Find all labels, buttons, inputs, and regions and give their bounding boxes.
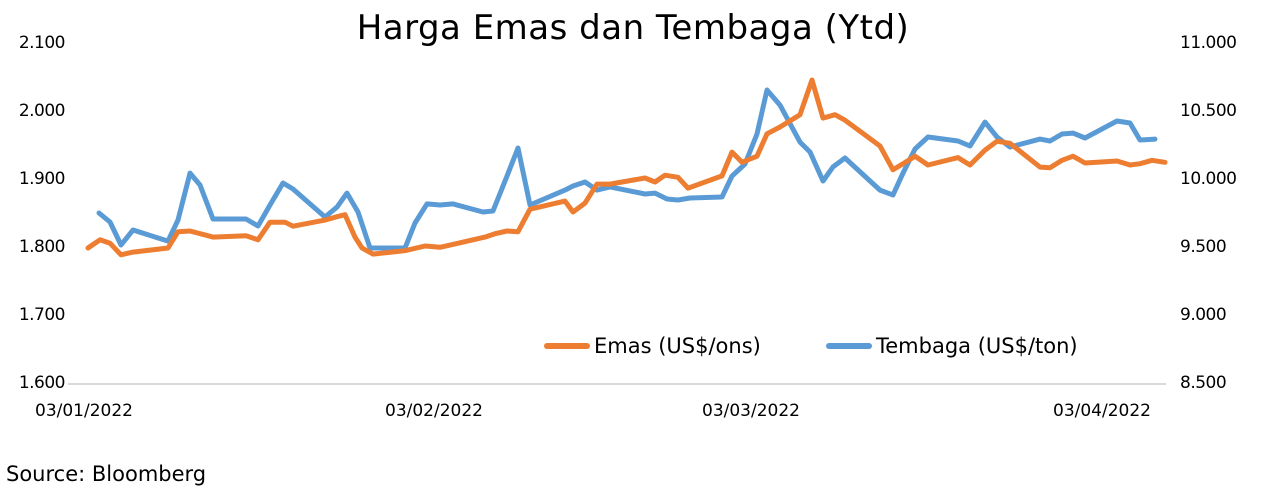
y-right-tick: 10.000: [1180, 169, 1237, 189]
source-note: Source: Bloomberg: [6, 462, 207, 486]
y-right-tick: 8.500: [1180, 373, 1227, 393]
series-emas-line: [85, 77, 1168, 258]
legend-item-emas: Emas (US$/ons): [544, 334, 761, 358]
x-tick: 03/02/2022: [385, 401, 483, 421]
y-right-tick: 9.000: [1180, 305, 1227, 325]
chart-title: Harga Emas dan Tembaga (Ytd): [356, 8, 910, 48]
legend-swatch-emas: [544, 343, 590, 349]
y-right-tick: 11.000: [1180, 33, 1237, 53]
series-tembaga-line: [96, 87, 1158, 251]
x-tick: 03/03/2022: [702, 401, 800, 421]
y-left-tick: 2.000: [18, 101, 66, 121]
legend-item-tembaga: Tembaga (US$/ton): [826, 334, 1078, 358]
legend-label-tembaga: Tembaga (US$/ton): [876, 334, 1078, 358]
y-right-tick: 9.500: [1180, 237, 1227, 257]
legend-swatch-tembaga: [826, 343, 872, 349]
x-tick: 03/01/2022: [35, 401, 133, 421]
y-left-tick: 2.100: [18, 33, 66, 53]
y-left-tick: 1.700: [18, 305, 66, 325]
x-tick: 03/04/2022: [1053, 401, 1151, 421]
y-left-tick: 1.800: [18, 237, 66, 257]
legend-label-emas: Emas (US$/ons): [594, 334, 761, 358]
y-left-tick: 1.900: [18, 169, 66, 189]
y-right-tick: 10.500: [1180, 101, 1237, 121]
y-left-tick: 1.600: [18, 373, 66, 393]
